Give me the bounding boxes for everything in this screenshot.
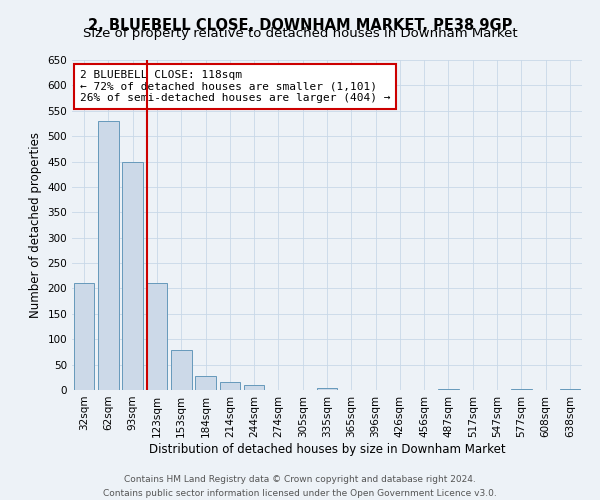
Text: Size of property relative to detached houses in Downham Market: Size of property relative to detached ho… bbox=[83, 28, 517, 40]
Bar bbox=[74, 284, 94, 390]
Bar bbox=[146, 284, 167, 390]
Text: 2 BLUEBELL CLOSE: 118sqm
← 72% of detached houses are smaller (1,101)
26% of sem: 2 BLUEBELL CLOSE: 118sqm ← 72% of detach… bbox=[80, 70, 390, 103]
Bar bbox=[195, 376, 216, 390]
Text: 2, BLUEBELL CLOSE, DOWNHAM MARKET, PE38 9GP: 2, BLUEBELL CLOSE, DOWNHAM MARKET, PE38 … bbox=[88, 18, 512, 32]
Text: Contains HM Land Registry data © Crown copyright and database right 2024.
Contai: Contains HM Land Registry data © Crown c… bbox=[103, 476, 497, 498]
Bar bbox=[171, 350, 191, 390]
X-axis label: Distribution of detached houses by size in Downham Market: Distribution of detached houses by size … bbox=[149, 442, 505, 456]
Y-axis label: Number of detached properties: Number of detached properties bbox=[29, 132, 42, 318]
Bar bbox=[122, 162, 143, 390]
Bar bbox=[317, 388, 337, 390]
Bar bbox=[98, 121, 119, 390]
Bar bbox=[244, 385, 265, 390]
Bar bbox=[220, 382, 240, 390]
